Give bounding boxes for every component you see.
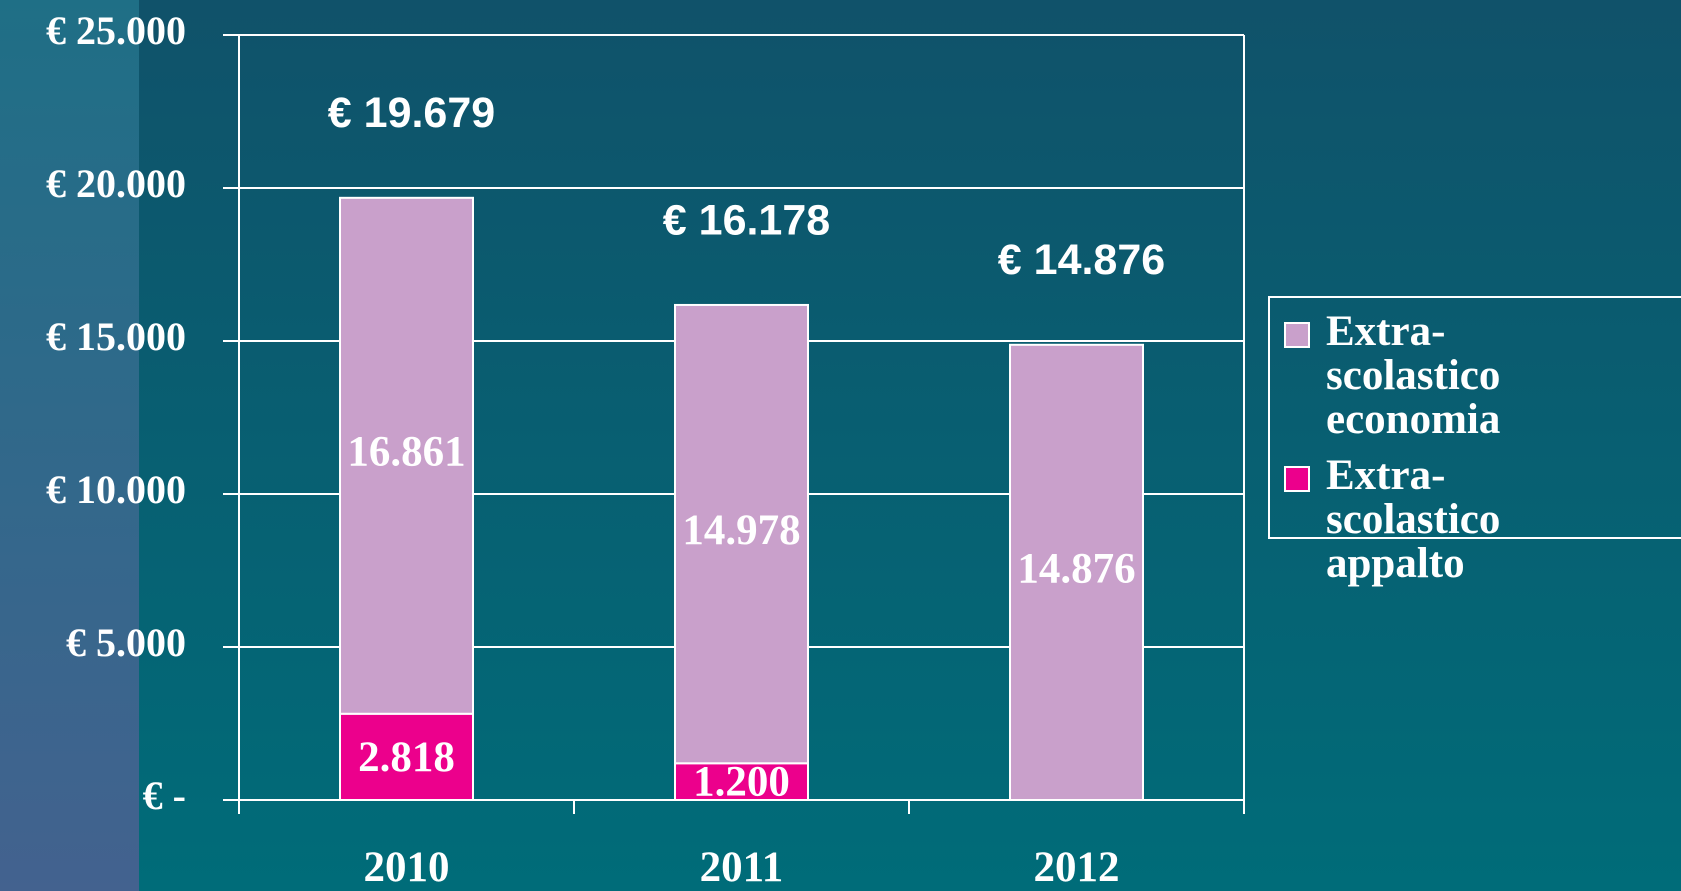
y-tick-label: € 25.000: [46, 8, 186, 53]
y-tick-label: € 5.000: [66, 620, 186, 665]
x-tick-label: 2012: [1034, 844, 1120, 891]
bar-segment: [339, 196, 474, 715]
bar-segment: [1009, 343, 1144, 801]
legend-item: Extra-scolastico economia: [1270, 310, 1616, 442]
data-label: 16.861: [347, 429, 465, 476]
legend: Extra-scolastico economia Extra-scolastic…: [1268, 296, 1681, 586]
legend-label: Extra-scolastico economia: [1326, 308, 1501, 443]
x-tick-label: 2010: [364, 844, 450, 891]
side-strip: [0, 0, 139, 891]
y-tick-label: € 10.000: [46, 467, 186, 512]
plot: € - € 5.000 € 10.000 € 15.000 € 20.000 € 25.0…: [46, 8, 1245, 891]
total-label: € 14.876: [998, 236, 1165, 284]
y-tick-label: € 15.000: [46, 314, 186, 359]
y-tick-label: € 20.000: [46, 161, 186, 206]
x-tick-label: 2011: [700, 844, 784, 891]
bar-segment: [674, 762, 809, 802]
data-label: 14.876: [1017, 545, 1135, 592]
data-label: 2.818: [358, 734, 455, 781]
legend-swatch: [1284, 322, 1310, 348]
total-label: € 19.679: [328, 89, 495, 137]
legend-item: Extra-scolastico appalto: [1270, 454, 1616, 586]
data-label: 1.200: [693, 759, 790, 806]
y-tick-label: € -: [143, 773, 186, 818]
legend-label: Extra-scolastico appalto: [1326, 452, 1501, 587]
total-label: € 16.178: [663, 196, 830, 244]
bar-segment: [674, 303, 809, 765]
data-label: 14.978: [682, 507, 800, 554]
legend-swatch: [1284, 466, 1310, 492]
